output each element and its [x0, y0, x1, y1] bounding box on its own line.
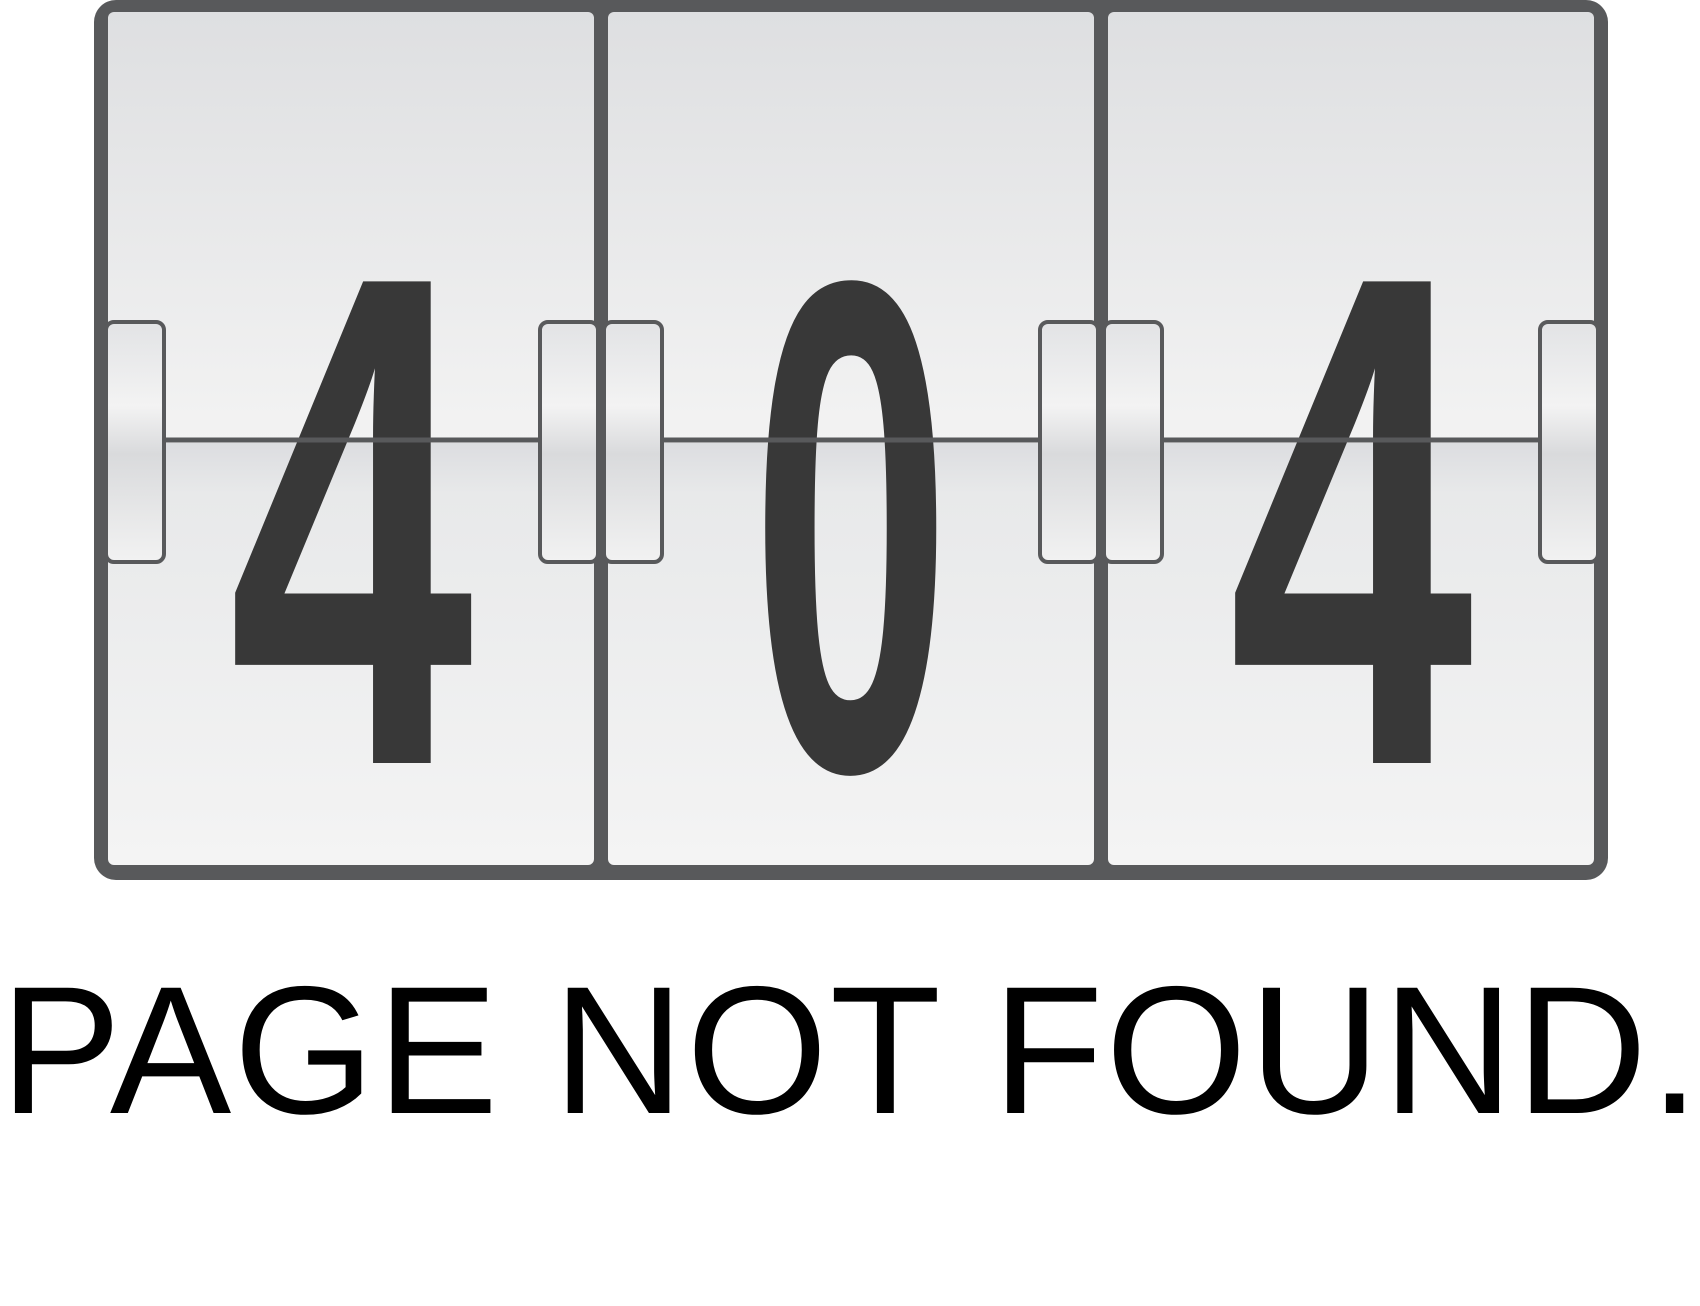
digit-1: 4: [229, 130, 477, 900]
flip-card-1: 4: [108, 12, 594, 900]
hinges: [104, 320, 1600, 564]
flip-counter-404: 4 0 4: [94, 0, 1608, 900]
flip-card-2: 0: [608, 12, 1094, 900]
hinge-left-3: [1102, 320, 1164, 564]
digit-3: 4: [1229, 130, 1477, 900]
flip-card-3: 4: [1108, 12, 1594, 900]
digit-2: 0: [751, 136, 951, 900]
hinge-left-1: [104, 320, 166, 564]
hinge-right-1: [538, 320, 600, 564]
hinge-left-2: [602, 320, 664, 564]
hinge-right-3: [1538, 320, 1600, 564]
hinge-right-2: [1038, 320, 1100, 564]
page-not-found-heading: PAGE NOT FOUND.: [0, 948, 1700, 1152]
